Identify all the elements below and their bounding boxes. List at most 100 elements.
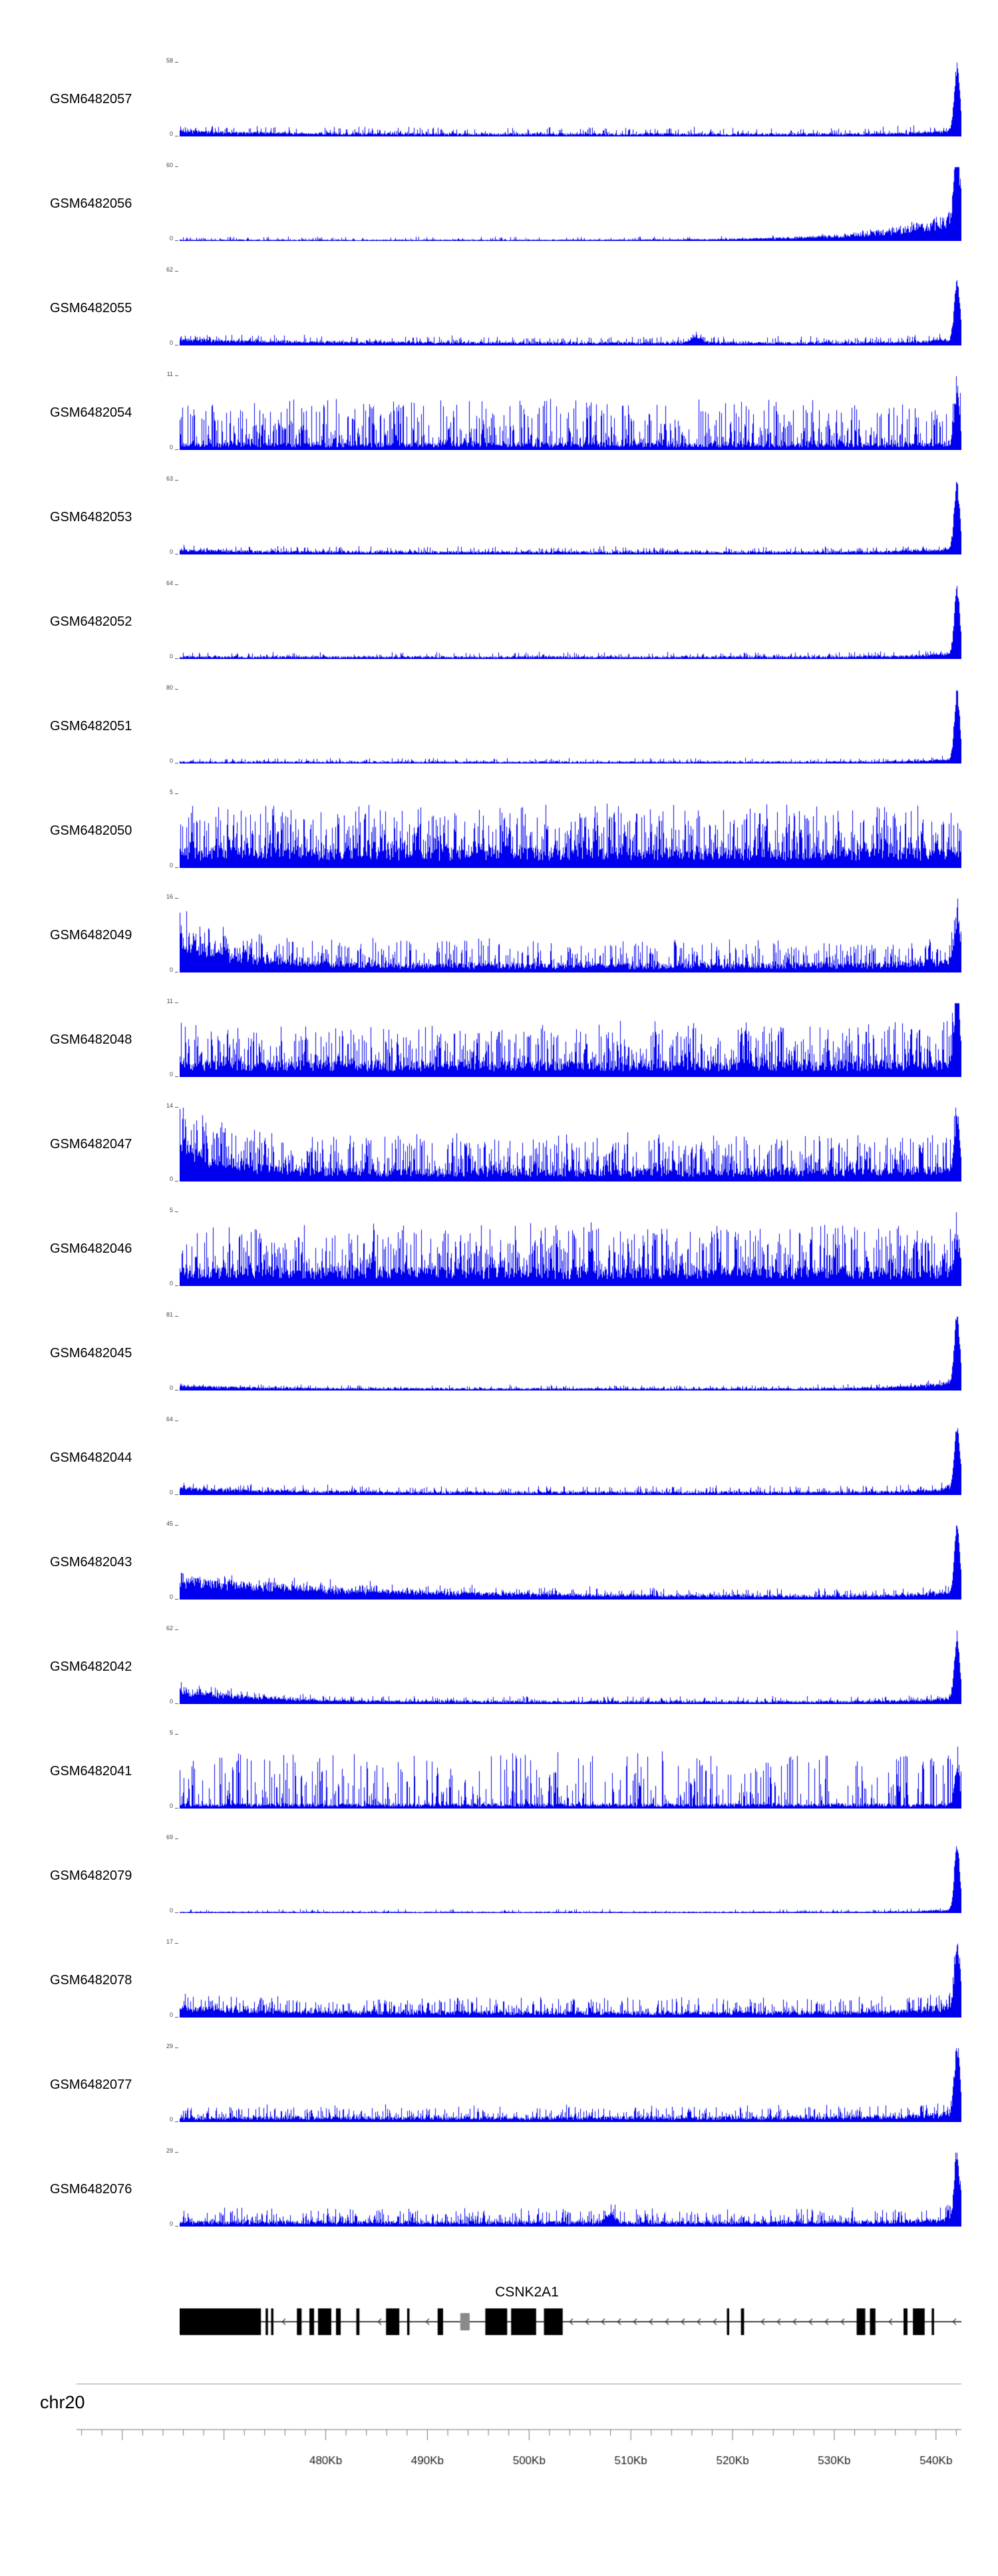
axis-tick	[175, 2017, 178, 2018]
track-row: GSM6482054 11 0	[0, 371, 998, 477]
track-ymin-value: 0	[169, 1594, 173, 1600]
axis-tick	[175, 1599, 178, 1600]
track-row: GSM6482043 45 0	[0, 1520, 998, 1626]
track-signal	[180, 62, 961, 136]
track-sample-label: GSM6482051	[50, 719, 132, 734]
track-row: GSM6482047 14 0	[0, 1102, 998, 1208]
track-ymin-value: 0	[169, 1698, 173, 1705]
track-sample-label: GSM6482057	[50, 92, 132, 107]
track-row: GSM6482076 29 0	[0, 2147, 998, 2253]
track-ymax-value: 29	[166, 2147, 173, 2154]
track-ymax-value: 81	[166, 1311, 173, 1318]
track-signal	[180, 2047, 961, 2122]
axis-tick	[175, 1107, 178, 1108]
track-ymin-value: 0	[169, 966, 173, 973]
track-ymax-value: 69	[166, 1834, 173, 1840]
axis-tick	[175, 1703, 178, 1704]
track-ymax-value: 80	[166, 684, 173, 691]
track-signal	[180, 1107, 961, 1181]
track-sample-label: GSM6482044	[50, 1450, 132, 1465]
track-row: GSM6482050 5 0	[0, 789, 998, 895]
track-ymin-value: 0	[169, 1176, 173, 1182]
axis-tick	[175, 584, 178, 585]
track-signal	[180, 2152, 961, 2227]
axis-tick	[175, 1808, 178, 1809]
axis-tick	[175, 1734, 178, 1735]
track-signal	[180, 1629, 961, 1704]
axis-tick	[175, 1285, 178, 1286]
track-sample-label: GSM6482050	[50, 823, 132, 838]
axis-tick	[175, 1316, 178, 1317]
axis-tick	[175, 1076, 178, 1077]
track-row: GSM6482045 81 0	[0, 1311, 998, 1417]
track-signal	[180, 689, 961, 763]
track-ymax-value: 5	[169, 789, 173, 795]
track-signal	[180, 1002, 961, 1077]
track-signal	[180, 166, 961, 241]
track-ymax-value: 5	[169, 1207, 173, 1213]
track-row: GSM6482057 58 0	[0, 57, 998, 163]
axis-tick	[175, 271, 178, 272]
track-sample-label: GSM6482053	[50, 510, 132, 525]
track-ymin-value: 0	[169, 757, 173, 764]
track-ymax-value: 60	[166, 162, 173, 168]
track-row: GSM6482048 11 0	[0, 998, 998, 1104]
axis-tick	[175, 1943, 178, 1944]
track-row: GSM6482053 63 0	[0, 475, 998, 581]
track-ymax-value: 11	[166, 371, 173, 377]
track-ymax-value: 62	[166, 1625, 173, 1631]
track-sample-label: GSM6482078	[50, 1973, 132, 1988]
track-row: GSM6482041 5 0	[0, 1729, 998, 1835]
track-row: GSM6482044 64 0	[0, 1416, 998, 1522]
axis-tick	[175, 166, 178, 167]
axis-tick	[175, 1420, 178, 1421]
track-row: GSM6482052 64 0	[0, 580, 998, 686]
track-ymin-value: 0	[169, 1489, 173, 1496]
track-sample-label: GSM6482056	[50, 196, 132, 211]
track-ymin-value: 0	[169, 1280, 173, 1287]
axis-tick	[175, 240, 178, 241]
axis-tick	[175, 2121, 178, 2122]
track-signal	[180, 1943, 961, 2018]
track-signal	[180, 375, 961, 450]
track-sample-label: GSM6482041	[50, 1764, 132, 1779]
track-signal	[180, 1211, 961, 1286]
track-sample-label: GSM6482077	[50, 2077, 132, 2092]
track-ymin-value: 0	[169, 1803, 173, 1809]
axis-tick	[175, 2226, 178, 2227]
track-ymin-value: 0	[169, 2012, 173, 2018]
axis-tick	[175, 1002, 178, 1003]
axis-tick	[175, 2047, 178, 2048]
chromosome-label: chr20	[40, 2392, 85, 2412]
track-sample-label: GSM6482048	[50, 1032, 132, 1047]
axis-tick	[175, 689, 178, 690]
track-ymin-value: 0	[169, 548, 173, 555]
track-ymax-value: 64	[166, 1416, 173, 1422]
track-signal	[180, 271, 961, 345]
track-ymin-value: 0	[169, 1385, 173, 1391]
track-ymax-value: 5	[169, 1729, 173, 1736]
track-ymin-value: 0	[169, 130, 173, 137]
track-sample-label: GSM6482042	[50, 1659, 132, 1674]
gene-name-label: CSNK2A1	[495, 2284, 559, 2300]
track-sample-label: GSM6482047	[50, 1137, 132, 1152]
axis-tick	[175, 480, 178, 481]
track-sample-label: GSM6482055	[50, 301, 132, 316]
track-ymax-value: 63	[166, 475, 173, 482]
axis-tick	[175, 1838, 178, 1839]
track-ymax-value: 17	[166, 1938, 173, 1945]
track-ymin-value: 0	[169, 1071, 173, 1078]
track-row: GSM6482042 62 0	[0, 1625, 998, 1731]
track-ymin-value: 0	[169, 235, 173, 242]
track-ymin-value: 0	[169, 444, 173, 451]
axis-tick	[175, 62, 178, 63]
track-ymax-value: 29	[166, 2043, 173, 2049]
track-ymax-value: 58	[166, 57, 173, 64]
track-ymax-value: 62	[166, 266, 173, 273]
track-ymax-value: 16	[166, 893, 173, 900]
axis-tick	[175, 1912, 178, 1913]
track-row: GSM6482046 5 0	[0, 1207, 998, 1313]
track-signal	[180, 1420, 961, 1495]
axis-tick	[175, 1494, 178, 1495]
